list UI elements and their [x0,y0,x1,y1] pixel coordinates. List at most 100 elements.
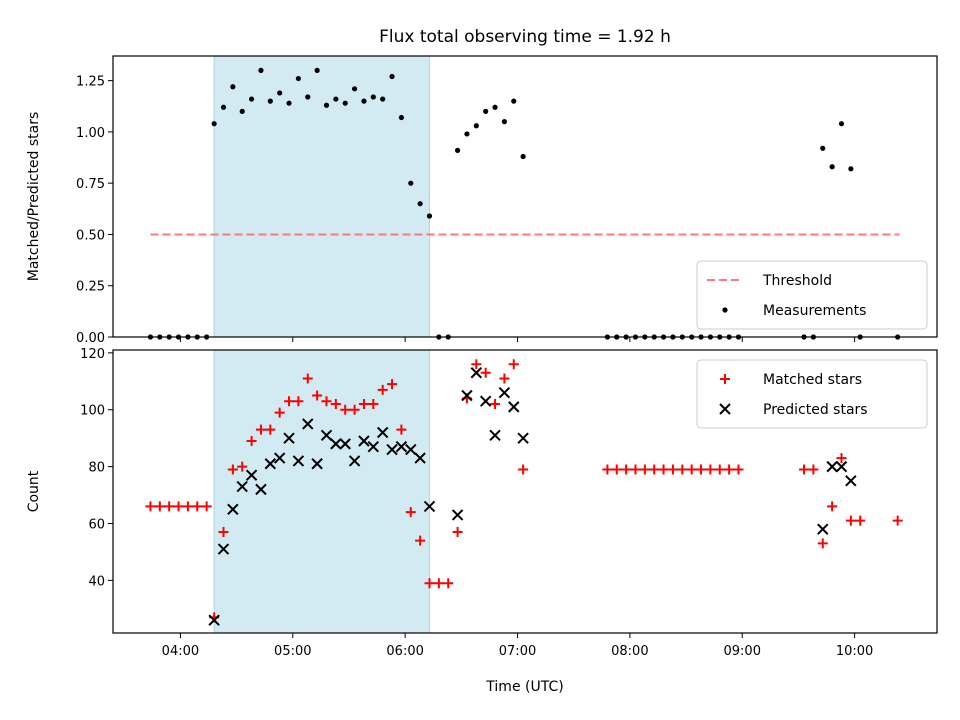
x-tick-label: 05:00 [274,644,311,659]
y-tick-label: 40 [88,574,105,589]
data-point [246,436,257,447]
data-point [518,464,529,475]
data-point [714,464,725,475]
data-point [423,500,436,513]
data-point [349,404,360,415]
data-point [470,367,483,379]
data-point [499,373,510,384]
data-point [376,426,389,439]
data-point [808,464,819,475]
data-point [230,84,236,90]
data-point [302,418,314,430]
plot-frame [112,349,938,634]
data-point [658,464,669,475]
x-tick-label: 10:00 [836,644,873,659]
series-matched-stars [145,359,903,623]
data-point [602,464,613,475]
data-point [330,399,341,410]
data-point [696,464,707,475]
plot-frame [112,55,938,338]
y-tick-label: 1.25 [76,75,105,90]
data-point [508,359,519,370]
data-point [380,96,386,102]
data-point [838,121,845,127]
chart-title: Flux total observing time = 1.92 h [379,27,671,47]
y-tick-label: 0.25 [76,280,105,295]
data-point [258,67,264,73]
data-point [820,145,826,151]
data-point [201,501,212,512]
data-point [686,464,697,475]
legend-box [696,260,928,330]
data-point [351,86,358,92]
data-point [492,104,498,110]
data-point [471,359,482,370]
data-point [255,424,266,435]
data-point [370,94,376,100]
highlight-span [213,349,430,634]
y-tick-label: 0.00 [76,331,105,346]
data-point [826,460,838,473]
data-point [892,515,903,526]
legend-box [696,359,928,429]
data-point [342,100,348,106]
data-point [284,396,295,407]
data-point [321,396,332,407]
data-point [211,121,217,127]
data-point [829,164,835,170]
data-point [395,440,408,453]
data-point [621,464,632,475]
data-point [443,578,454,589]
top-panel: 0.00 0.25 0.50 0.75 1.00 1.25 Matched/Predicte… [26,27,938,346]
data-point [511,98,517,104]
y-axis-label: Matched/Predicted stars [26,112,42,282]
data-point [361,98,367,104]
data-point [498,386,511,399]
data-point [827,501,838,512]
data-point [192,501,203,512]
data-point [639,464,650,475]
data-point [277,90,283,96]
highlight-span [213,55,430,338]
data-point [367,440,380,453]
x-tick-label: 09:00 [724,644,761,659]
data-point [414,452,426,464]
data-point [358,399,369,410]
legend-label: Predicted stars [763,402,868,418]
data-point [339,438,351,450]
data-point [283,432,295,444]
data-point [273,452,286,464]
data-point [311,458,323,470]
data-point [293,396,304,407]
data-point [387,379,398,390]
data-point [677,464,688,475]
data-point [855,515,866,526]
data-point [480,367,491,378]
data-point [417,201,423,207]
data-point [483,108,489,114]
data-point [405,507,416,518]
data-point [426,213,433,219]
data-point [236,480,248,493]
legend: Matched stars Predicted stars [696,359,928,429]
legend-label: Measurements [763,303,866,319]
data-point [274,407,285,418]
data-point [836,453,847,464]
data-point [611,464,622,475]
data-point [164,501,175,512]
data-point [452,527,463,538]
x-axis-label: Time (UTC) [485,679,563,695]
x-tick-label: 07:00 [499,644,536,659]
data-point [817,523,829,535]
data-point [424,578,435,589]
data-point [295,75,301,82]
y-tick-label: 120 [80,347,105,362]
data-point [464,131,470,137]
legend: Threshold Measurements [696,260,928,330]
data-point [264,458,277,470]
bottom-panel: 40 60 80 100 120 04:00 05:00 06:00 07:00 08:00 09:… [26,347,938,695]
data-point [348,455,361,467]
data-point [667,464,678,475]
data-point [377,384,388,395]
data-point [501,119,507,125]
